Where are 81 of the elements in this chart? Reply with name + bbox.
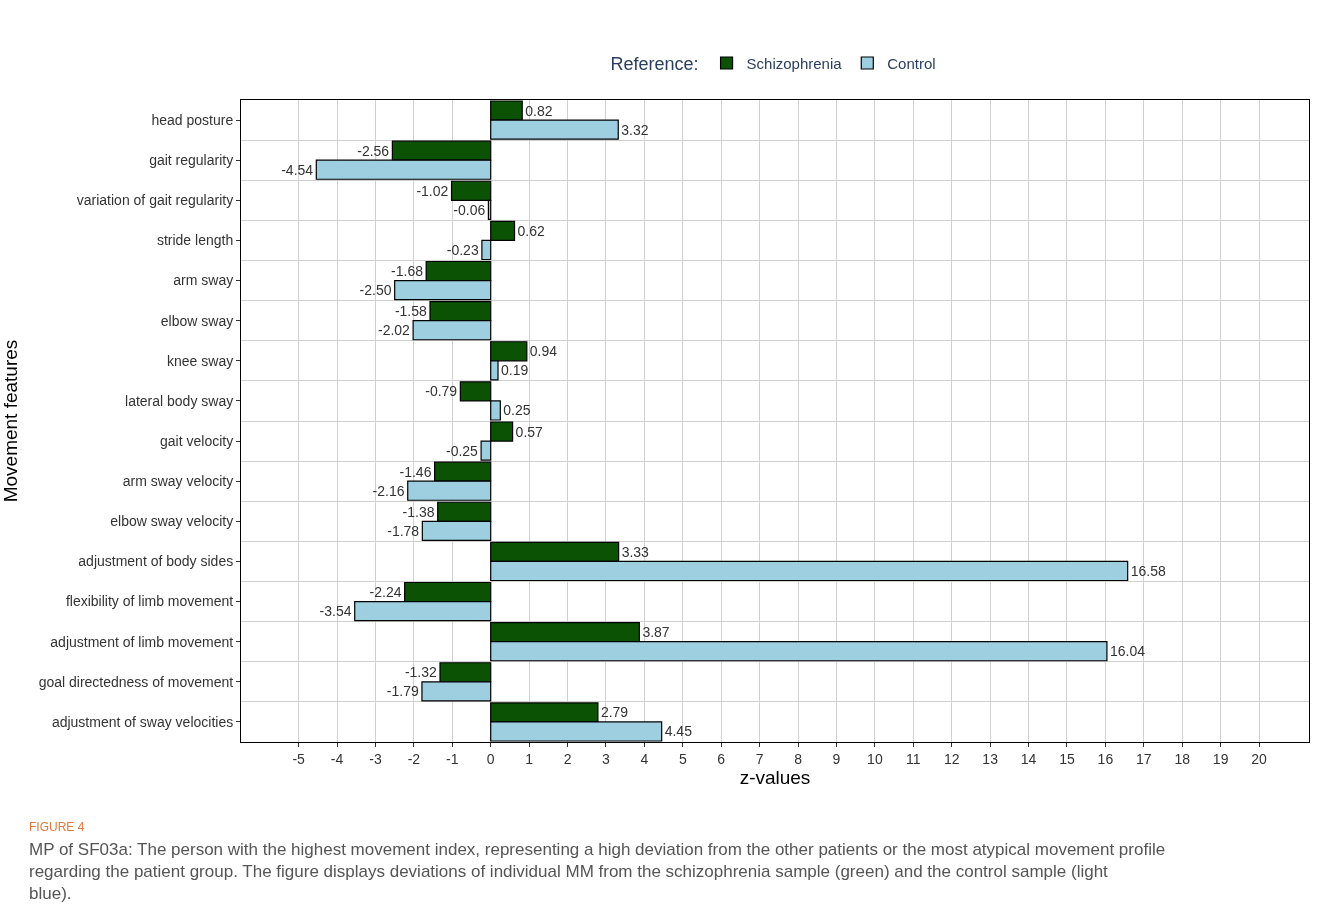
x-tick-label: 11 — [906, 750, 921, 767]
x-tick-label: 10 — [867, 750, 883, 767]
data-label: 3.87 — [642, 624, 670, 641]
x-tick-label: 15 — [1059, 750, 1075, 767]
x-tick-label: -1 — [446, 750, 459, 767]
x-tick-label: 1 — [525, 750, 534, 767]
x-tick-label: 4 — [640, 750, 649, 767]
data-label: -1.79 — [386, 683, 419, 700]
data-label: 4.45 — [664, 723, 693, 740]
x-tick-label: 14 — [1020, 750, 1037, 767]
x-tick-label: -2 — [407, 750, 421, 767]
data-label: 16.58 — [1130, 562, 1166, 579]
data-label: -0.06 — [453, 201, 486, 218]
data-label: -0.23 — [446, 241, 479, 258]
x-tick-label: 9 — [832, 750, 841, 767]
data-label: 0.57 — [515, 423, 544, 440]
data-label: 2.79 — [600, 704, 629, 721]
x-axis-title: z-values — [739, 766, 811, 788]
data-label: -3.54 — [319, 603, 352, 620]
data-label: -1.78 — [387, 522, 420, 539]
data-label: 0.25 — [503, 402, 531, 419]
data-label: -1.68 — [391, 263, 424, 280]
x-tick-label: -5 — [292, 750, 306, 767]
legend-label: Schizophrenia — [746, 54, 843, 72]
y-tick-label: arm sway — [173, 272, 234, 289]
data-label: 3.32 — [621, 121, 649, 138]
data-label: -1.38 — [402, 503, 435, 520]
data-label: 0.94 — [529, 343, 558, 360]
x-tick-label: 16 — [1097, 750, 1114, 767]
data-label: -0.79 — [425, 383, 458, 400]
data-label: -2.02 — [377, 322, 411, 339]
x-tick-label: 12 — [943, 750, 960, 767]
y-tick-label: elbow sway velocity — [110, 513, 234, 530]
x-tick-label: 8 — [794, 750, 803, 767]
x-tick-label: 20 — [1251, 750, 1268, 767]
y-tick-label: lateral body sway — [125, 392, 234, 409]
data-label: -2.16 — [372, 482, 405, 499]
data-label: 3.33 — [621, 543, 650, 560]
x-tick-label: 19 — [1212, 750, 1229, 767]
x-tick-label: -4 — [330, 750, 344, 767]
data-label: -0.25 — [445, 442, 479, 459]
y-tick-label: knee sway — [167, 352, 234, 369]
y-tick-label: elbow sway — [160, 312, 234, 329]
y-tick-label: adjustment of body sides — [78, 553, 234, 570]
x-tick-label: 5 — [678, 750, 687, 767]
data-label: -1.02 — [416, 182, 449, 199]
caption: FIGURE 4 — [29, 820, 85, 834]
legend-label: Control — [887, 54, 936, 72]
y-tick-label: gait velocity — [160, 432, 234, 449]
y-tick-label: head posture — [151, 111, 234, 128]
data-label: 0.62 — [517, 222, 545, 239]
data-label: -2.56 — [357, 142, 390, 159]
y-tick-label: stride length — [156, 232, 234, 249]
x-tick-label: 6 — [717, 750, 726, 767]
y-tick-label: adjustment of limb movement — [50, 633, 234, 650]
y-tick-label: gait regularity — [149, 152, 234, 169]
data-label: 0.82 — [525, 102, 553, 119]
x-tick-label: 18 — [1174, 750, 1191, 767]
data-label: -1.58 — [394, 303, 428, 320]
x-tick-label: 17 — [1136, 750, 1152, 767]
y-axis-title: Movement features — [0, 339, 22, 503]
text: MP of SF03a: The person with the highest movement index, representing a high deviation from the other patients or the most atypical movement profile regarding the patient group. The figure displays deviations of individual MM from the schizophrenia sample (green) and the control sample (light blue). — [29, 840, 1166, 904]
y-tick-label: adjustment of sway velocities — [51, 713, 234, 730]
data-label: -2.24 — [369, 584, 402, 601]
data-label: -1.46 — [399, 463, 432, 480]
x-tick-label: 2 — [563, 750, 572, 767]
x-tick-label: -3 — [369, 750, 382, 767]
data-label: -2.50 — [359, 282, 392, 299]
legend-title: Reference: — [610, 54, 699, 75]
y-tick-label: variation of gait regularity — [76, 192, 234, 209]
x-tick-label: 13 — [982, 750, 999, 767]
y-tick-label: arm sway velocity — [122, 473, 234, 490]
data-label: -1.32 — [404, 664, 437, 681]
x-tick-label: 3 — [602, 750, 611, 767]
y-tick-label: flexibility of limb movement — [65, 593, 234, 610]
data-label: 0.19 — [501, 362, 529, 379]
data-label: -4.54 — [281, 161, 314, 178]
x-tick-label: 7 — [755, 750, 764, 767]
y-tick-label: goal directedness of movement — [38, 673, 234, 690]
x-tick-label: 0 — [486, 750, 495, 767]
data-label: 16.04 — [1109, 643, 1146, 660]
